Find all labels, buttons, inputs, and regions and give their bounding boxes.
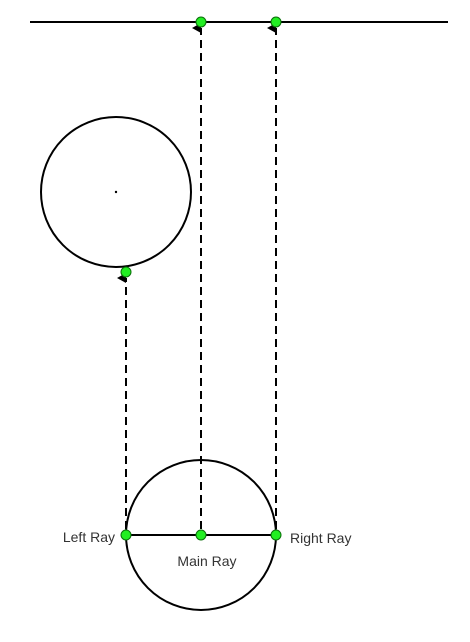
- left-ray-origin-point: [120, 529, 132, 541]
- right-ray-label: Right Ray: [290, 530, 351, 546]
- main-ray-origin-point: [195, 529, 207, 541]
- left-ray-hit-point: [120, 266, 132, 278]
- main-ray-label: Main Ray: [177, 553, 236, 569]
- obstacle-center-dot: [114, 190, 118, 194]
- right-ray-hit-point: [270, 16, 282, 28]
- right-ray-origin-point: [270, 529, 282, 541]
- left-ray-label: Left Ray: [63, 529, 115, 545]
- main-ray-hit-point: [195, 16, 207, 28]
- obstacle-circle: [40, 116, 192, 268]
